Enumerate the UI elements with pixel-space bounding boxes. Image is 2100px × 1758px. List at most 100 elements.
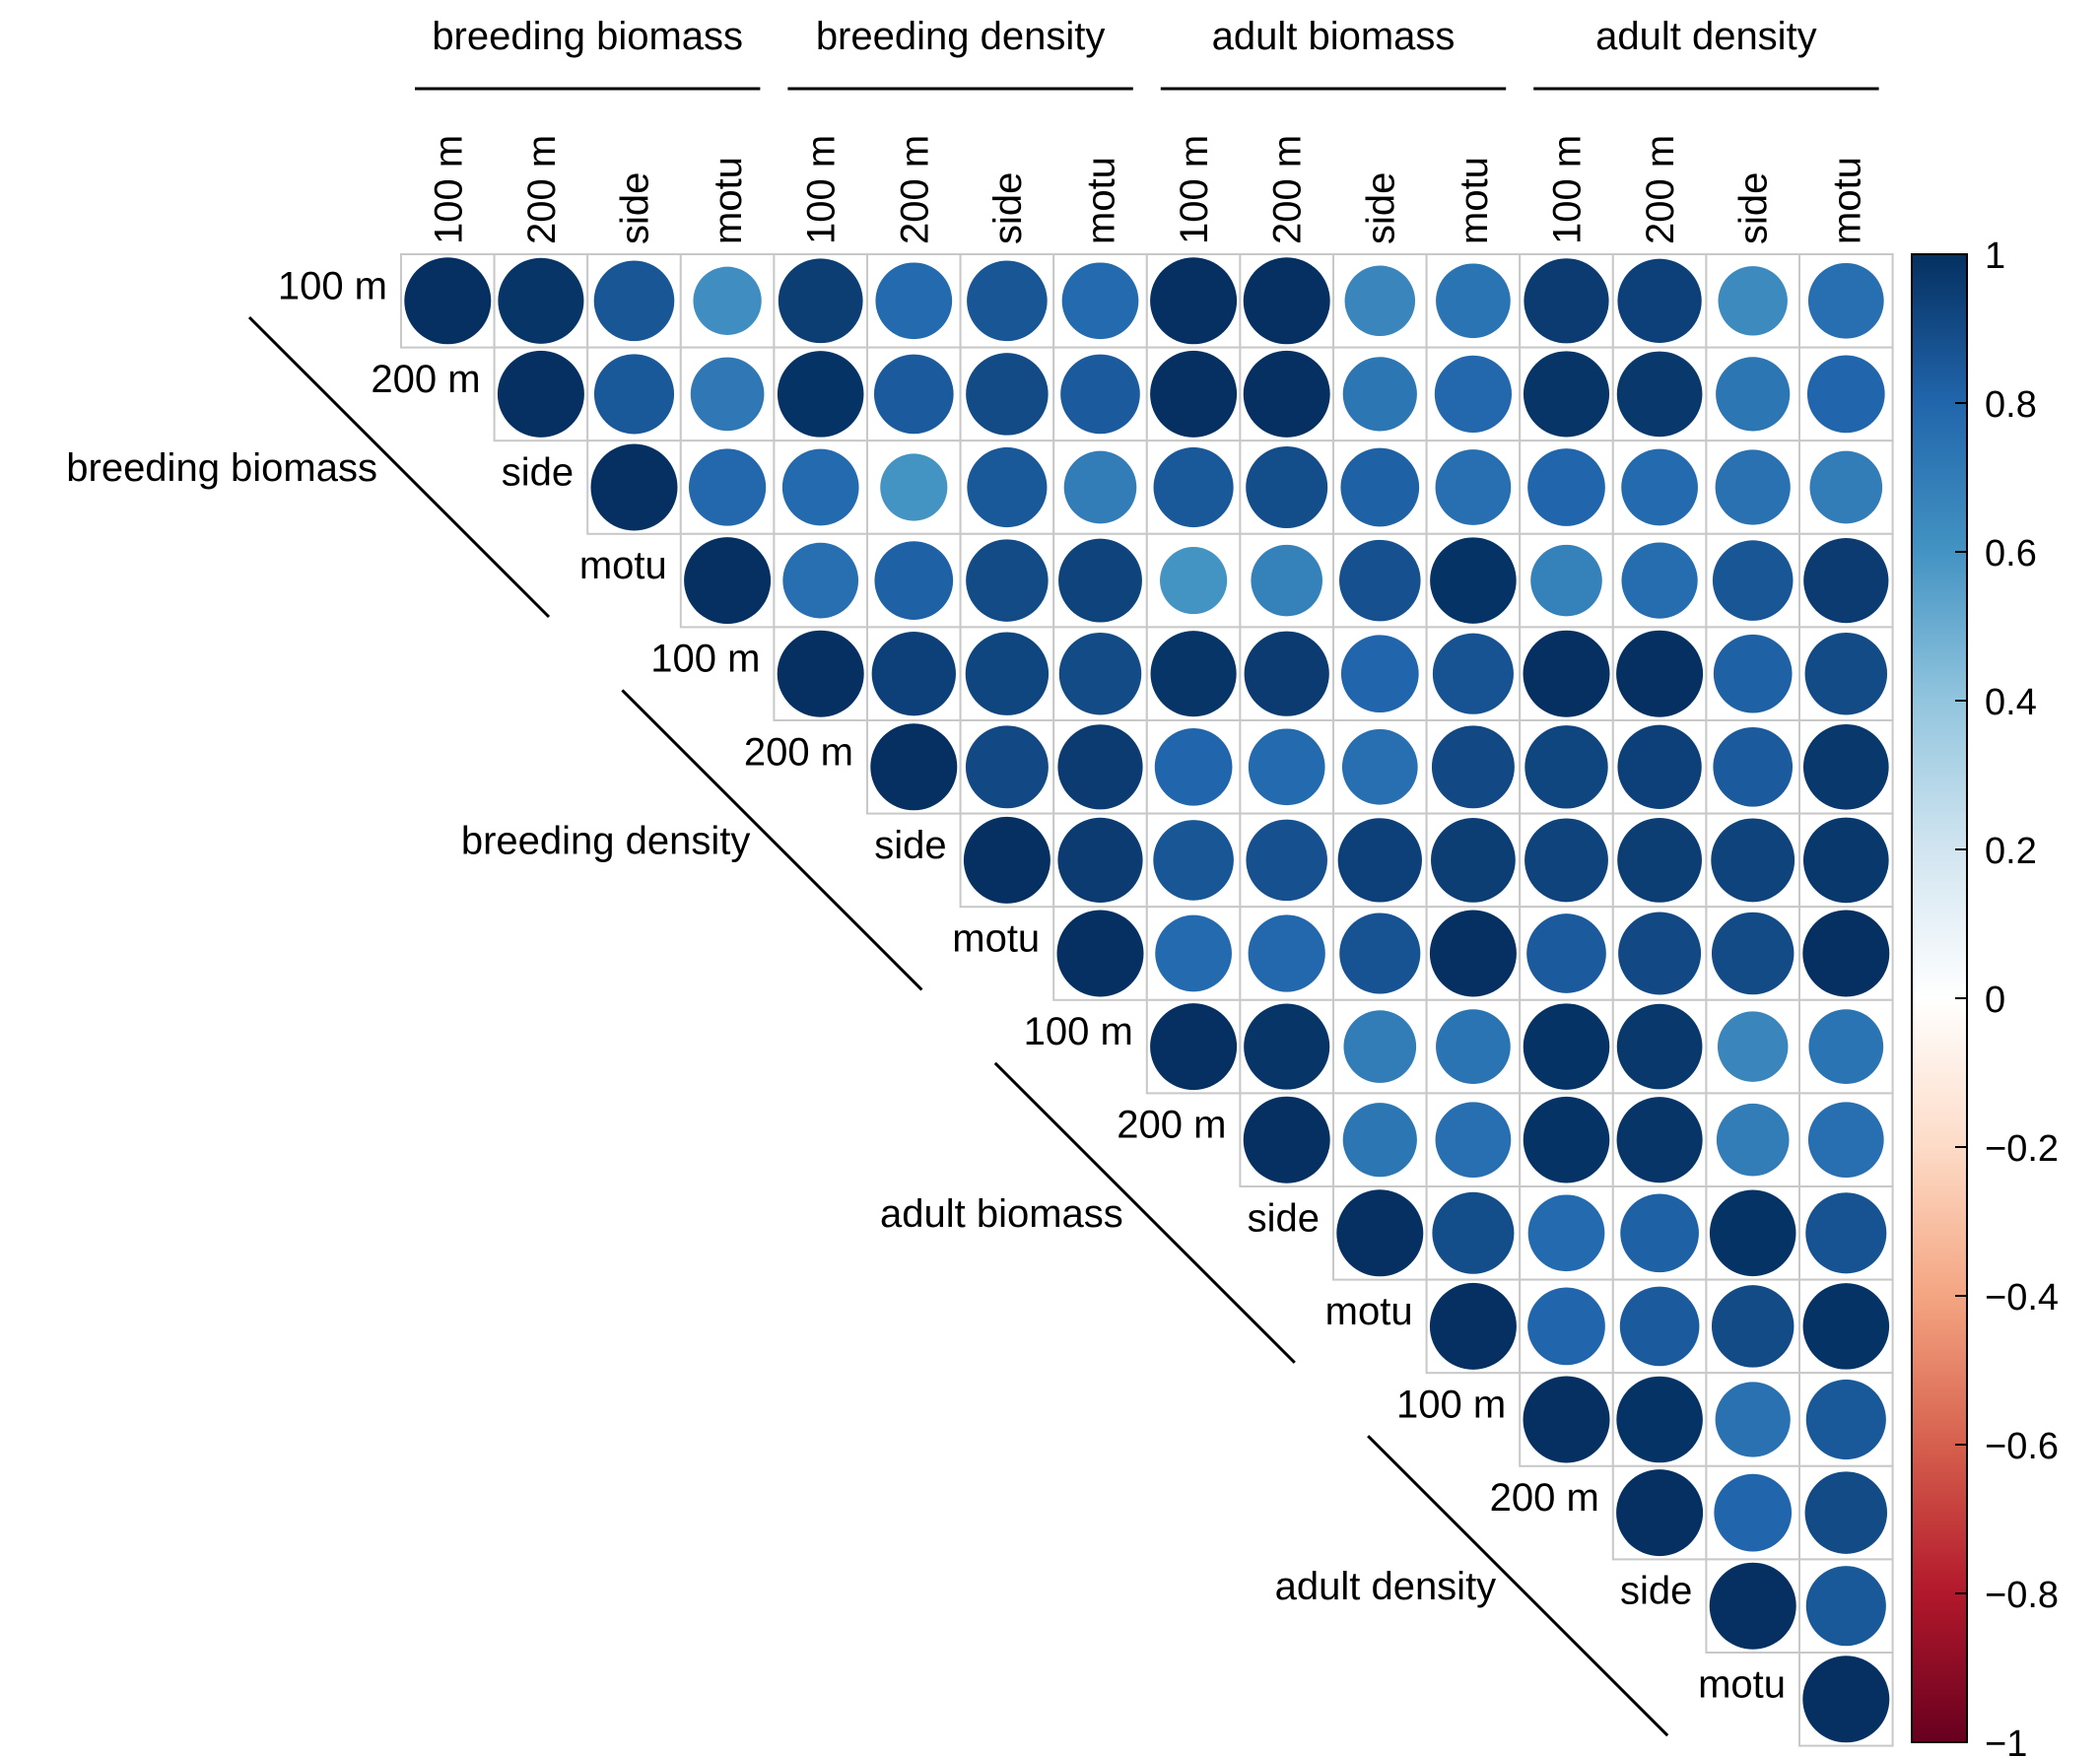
correlation-circle bbox=[1430, 537, 1517, 624]
correlation-circle bbox=[1712, 540, 1794, 621]
correlation-circle bbox=[1713, 634, 1793, 713]
colorbar-tick-label: −0.2 bbox=[1985, 1128, 2059, 1170]
correlation-circle bbox=[1523, 1376, 1610, 1463]
row-label: motu bbox=[579, 544, 667, 587]
correlation-circle bbox=[1434, 355, 1513, 434]
column-label: 200 m bbox=[1639, 135, 1682, 244]
column-label: 100 m bbox=[1546, 135, 1590, 244]
row-label: 200 m bbox=[1117, 1104, 1226, 1147]
correlation-circle bbox=[593, 260, 675, 342]
row-label: side bbox=[1248, 1196, 1320, 1240]
row-label: side bbox=[1620, 1570, 1692, 1613]
correlation-circle bbox=[1530, 544, 1602, 617]
correlation-circle bbox=[1150, 350, 1238, 438]
row-label: 100 m bbox=[278, 264, 387, 307]
correlation-circle bbox=[782, 542, 859, 619]
column-label: motu bbox=[1453, 157, 1496, 244]
correlation-circle bbox=[965, 632, 1050, 715]
correlation-circle bbox=[1429, 1282, 1517, 1370]
correlation-circle bbox=[1061, 262, 1139, 340]
row-label: motu bbox=[952, 917, 1040, 961]
row-label: motu bbox=[1325, 1290, 1413, 1333]
correlation-circle bbox=[688, 448, 767, 526]
correlation-circle bbox=[1340, 447, 1420, 527]
colorbar-tick-label: 0.8 bbox=[1985, 384, 2037, 426]
correlation-circle bbox=[1248, 914, 1325, 992]
correlation-circle bbox=[1527, 1194, 1605, 1272]
correlation-circle bbox=[1524, 818, 1608, 903]
group-label-diagonal: breeding biomass bbox=[66, 446, 377, 490]
correlation-circle bbox=[1524, 725, 1608, 809]
correlation-circle bbox=[1709, 1562, 1796, 1650]
correlation-circle bbox=[1343, 1010, 1417, 1083]
correlation-circle bbox=[1718, 266, 1788, 336]
correlation-circle bbox=[1616, 1469, 1704, 1557]
correlation-circle bbox=[963, 816, 1050, 904]
group-label-diagonal: breeding density bbox=[461, 819, 751, 862]
correlation-circle bbox=[967, 446, 1048, 528]
column-label: side bbox=[1732, 172, 1776, 244]
column-label: side bbox=[614, 172, 657, 244]
column-label: 200 m bbox=[520, 135, 564, 244]
colorbar: 1 0.8 0.6 0.4 0.2 0 −0.2 −0.4 −0.6 −0.8 −1 bbox=[1911, 236, 2059, 1758]
correlation-circle bbox=[1523, 1003, 1610, 1090]
correlation-circle bbox=[1804, 632, 1888, 715]
correlation-circle bbox=[1621, 448, 1698, 526]
correlation-circle bbox=[1617, 724, 1702, 809]
group-bracket-diagonal bbox=[621, 689, 923, 991]
row-label: 200 m bbox=[371, 358, 480, 401]
column-label: motu bbox=[1080, 157, 1123, 244]
correlation-circle bbox=[1243, 1096, 1330, 1183]
colorbar-tick-label: 0.6 bbox=[1985, 533, 2037, 575]
correlation-circle bbox=[1246, 445, 1328, 529]
correlation-circle bbox=[777, 630, 864, 717]
correlation-circle bbox=[1431, 725, 1515, 809]
colorbar-tick-label: −0.4 bbox=[1985, 1277, 2059, 1318]
correlation-circle bbox=[873, 354, 954, 435]
correlation-circle bbox=[1243, 257, 1330, 345]
row-label: side bbox=[502, 451, 574, 495]
correlation-circle bbox=[1340, 635, 1419, 713]
group-bracket-diagonal bbox=[993, 1061, 1296, 1364]
group-label-diagonal: adult density bbox=[1275, 1565, 1497, 1608]
correlation-circle bbox=[1621, 542, 1698, 619]
correlation-circle bbox=[1341, 728, 1418, 805]
correlation-circle bbox=[1336, 1189, 1424, 1277]
correlation-circle bbox=[1337, 818, 1422, 903]
correlation-circle bbox=[966, 353, 1049, 436]
row-label: side bbox=[874, 824, 946, 867]
correlation-circle bbox=[1432, 633, 1514, 714]
correlation-circle bbox=[1150, 1003, 1238, 1091]
column-label: motu bbox=[707, 157, 750, 244]
row-label: 100 m bbox=[1396, 1384, 1506, 1427]
correlation-circle bbox=[1524, 258, 1609, 344]
correlation-circle bbox=[1060, 354, 1140, 435]
correlation-circle bbox=[1715, 1382, 1791, 1457]
variable-labels: 100 m 200 m side motu 100 m 200 m side motu 100 … bbox=[278, 135, 1868, 1706]
correlation-circle bbox=[1802, 910, 1890, 997]
correlation-circle bbox=[404, 257, 492, 345]
correlation-circle bbox=[1716, 357, 1791, 432]
correlation-circle bbox=[1150, 257, 1238, 345]
correlation-circle bbox=[1616, 630, 1704, 717]
correlation-circle bbox=[690, 357, 765, 432]
column-label: 200 m bbox=[1266, 135, 1310, 244]
correlation-circle bbox=[1616, 1003, 1703, 1090]
correlation-circle bbox=[1802, 1656, 1890, 1743]
correlation-circle bbox=[874, 541, 954, 620]
correlation-circle bbox=[693, 266, 762, 335]
correlation-circle bbox=[1805, 1566, 1886, 1647]
correlation-circle bbox=[1713, 726, 1794, 807]
correlation-circle bbox=[1057, 724, 1143, 810]
group-labels: breeding biomass breeding density adult bi… bbox=[66, 15, 1879, 1737]
correlation-circle bbox=[965, 725, 1049, 809]
correlation-circle bbox=[1802, 1283, 1890, 1370]
correlation-circle bbox=[1616, 351, 1703, 438]
correlation-circle bbox=[1431, 818, 1516, 903]
correlation-circle bbox=[1339, 539, 1421, 622]
column-label: side bbox=[986, 172, 1030, 244]
correlation-circle bbox=[880, 453, 948, 521]
correlation-circle bbox=[1429, 910, 1517, 997]
correlation-circle bbox=[590, 443, 678, 531]
correlation-circle bbox=[1619, 1286, 1700, 1367]
